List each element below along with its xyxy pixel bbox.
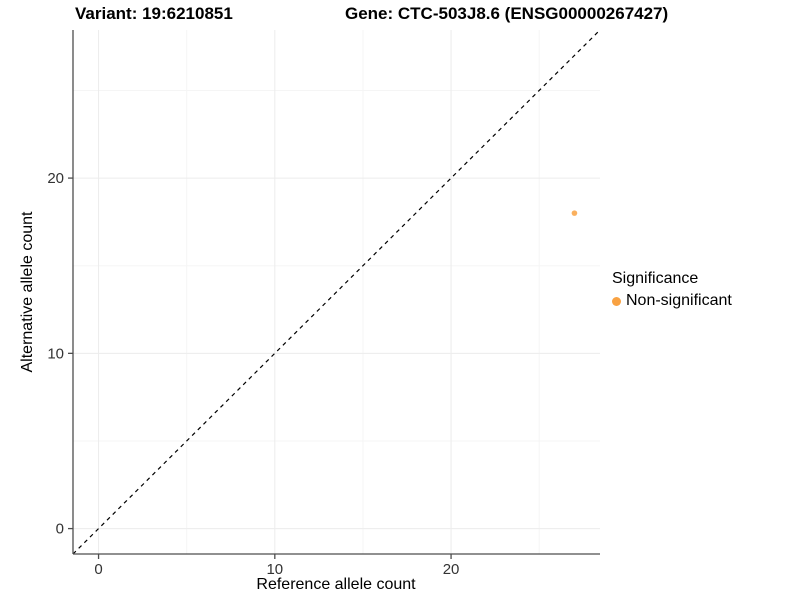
legend-item-non-significant: Non-significant: [612, 292, 732, 310]
y-axis-title: Alternative allele count: [19, 211, 36, 373]
data-point: [571, 210, 578, 216]
x-axis-title: Reference allele count: [256, 576, 416, 593]
variant-title: Variant: 19:6210851: [75, 4, 233, 23]
y-tick-label: 10: [47, 345, 64, 362]
legend-item-label: Non-significant: [626, 292, 732, 309]
legend: Significance Non-significant: [612, 270, 732, 310]
identity-reference-line: [72, 29, 601, 555]
legend-point-icon: [612, 296, 621, 306]
y-tick-label: 20: [47, 170, 64, 187]
x-tick-label: 20: [443, 561, 460, 578]
y-tick-label: 0: [56, 521, 64, 538]
gene-title: Gene: CTC-503J8.6 (ENSG00000267427): [345, 4, 669, 23]
x-tick-label: 0: [94, 561, 102, 578]
x-tick-label: 10: [266, 561, 283, 578]
legend-title: Significance: [612, 270, 699, 287]
